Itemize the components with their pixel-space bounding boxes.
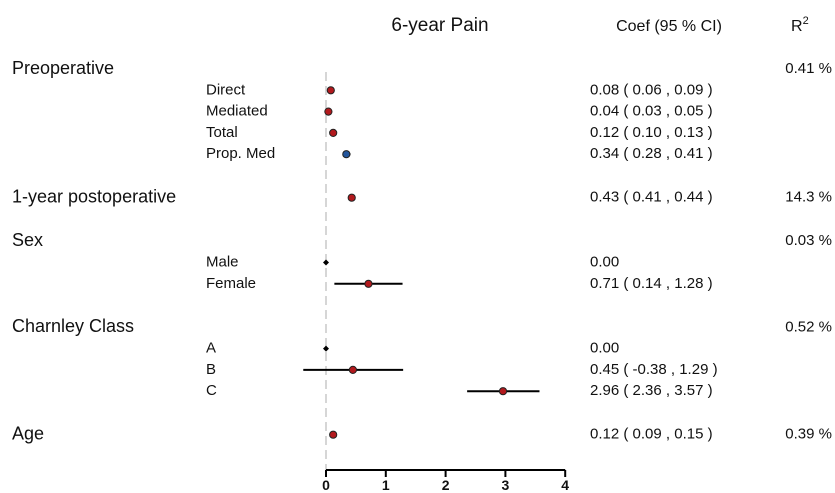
group-label: 1-year postoperative: [12, 186, 176, 206]
x-tick-label: 0: [322, 477, 330, 493]
row-label: Direct: [206, 81, 246, 98]
x-tick-label: 1: [382, 477, 390, 493]
x-tick-label: 4: [561, 477, 569, 493]
r2-value: 0.39 %: [785, 426, 832, 443]
point-estimate: [498, 387, 508, 396]
row-label: Mediated: [206, 103, 268, 120]
coef-value: 0.71 ( 0.14 , 1.28 ): [590, 275, 713, 292]
row-label: Female: [206, 275, 256, 292]
coef-value: 0.12 ( 0.09 , 0.15 ): [590, 426, 713, 443]
coef-value: 0.00: [590, 253, 619, 270]
coef-value: 0.45 ( -0.38 , 1.29 ): [590, 361, 718, 378]
point-estimate: [326, 86, 335, 95]
coef-value: 0.04 ( 0.03 , 0.05 ): [590, 103, 713, 120]
point-estimate: [342, 150, 351, 159]
coef-value: 0.12 ( 0.10 , 0.13 ): [590, 124, 713, 141]
row-label: Male: [206, 253, 239, 270]
group-label: Sex: [12, 230, 43, 250]
row-label: Total: [206, 124, 238, 141]
coef-value: 0.08 ( 0.06 , 0.09 ): [590, 81, 713, 98]
row-label: A: [206, 340, 216, 357]
row-label: C: [206, 382, 217, 399]
chart-title: 6-year Pain: [391, 15, 488, 36]
x-tick-label: 3: [502, 477, 510, 493]
coef-value: 0.00: [590, 340, 619, 357]
x-tick-label: 2: [442, 477, 450, 493]
coef-value: 2.96 ( 2.36 , 3.57 ): [590, 382, 713, 399]
group-label: Charnley Class: [12, 316, 134, 336]
r2-value: 0.41 %: [785, 60, 832, 77]
group-label: Preoperative: [12, 58, 114, 78]
point-estimate: [348, 365, 358, 374]
point-estimate: [329, 128, 338, 137]
point-estimate: [324, 107, 333, 116]
coef-column-header: Coef (95 % CI): [616, 18, 722, 35]
r2-column-header: R2: [791, 15, 809, 35]
coef-value: 0.43 ( 0.41 , 0.44 ): [590, 189, 713, 206]
r2-header-superscript: 2: [803, 15, 809, 27]
r2-value: 0.03 %: [785, 232, 832, 249]
row-label: B: [206, 361, 216, 378]
reference-marker: [323, 345, 329, 352]
r2-header-label: R: [791, 18, 803, 35]
point-estimate: [347, 193, 356, 202]
r2-value: 14.3 %: [785, 189, 832, 206]
coef-value: 0.34 ( 0.28 , 0.41 ): [590, 145, 713, 162]
plot-layer: Preoperative 0.41 % Direct 0.08 ( 0.06 , 0.…: [12, 58, 832, 493]
row-label: Prop. Med: [206, 145, 275, 162]
point-estimate: [364, 279, 373, 288]
r2-value: 0.52 %: [785, 318, 832, 335]
group-label: Age: [12, 423, 44, 443]
reference-marker: [323, 259, 329, 266]
point-estimate: [329, 430, 338, 439]
